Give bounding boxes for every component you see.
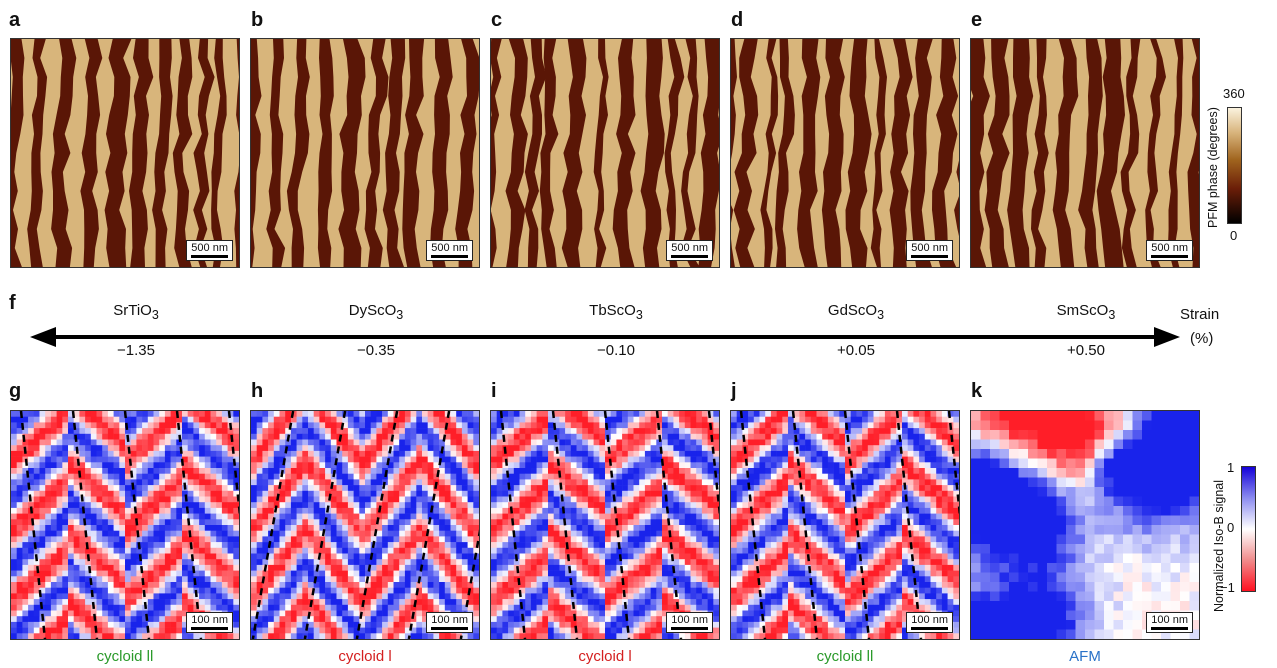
substrate-label: SrTiO3 bbox=[113, 302, 159, 322]
isob-image-h: 100 nm bbox=[250, 410, 480, 640]
isob-colorbar bbox=[1241, 466, 1256, 592]
scale-bar: 100 nm bbox=[426, 612, 473, 633]
scale-bar: 500 nm bbox=[1146, 240, 1193, 261]
caption-g: cycloid ll bbox=[96, 648, 154, 665]
phase-colorbar-title: PFM phase (degrees) bbox=[1206, 107, 1220, 228]
caption-j: cycloid ll bbox=[816, 648, 874, 665]
substrate-label: TbScO3 bbox=[589, 302, 643, 322]
phase-colorbar-min: 0 bbox=[1230, 228, 1238, 243]
scale-bar: 100 nm bbox=[1146, 612, 1193, 633]
strain-value: +0.50 bbox=[1067, 342, 1105, 359]
isob-image-j: 100 nm bbox=[730, 410, 960, 640]
panel-letter-h: h bbox=[251, 380, 264, 402]
substrate-label: SmScO3 bbox=[1056, 302, 1116, 322]
scale-bar: 500 nm bbox=[426, 240, 473, 261]
phase-colorbar-max: 360 bbox=[1223, 86, 1245, 101]
panel-letter-j: j bbox=[731, 380, 737, 402]
pfm-image-c: 500 nm bbox=[490, 38, 720, 268]
substrate-label: GdScO3 bbox=[827, 302, 885, 322]
strain-axis-unit: (%) bbox=[1190, 330, 1214, 347]
strain-axis-label: Strain bbox=[1180, 306, 1220, 323]
scale-bar: 100 nm bbox=[666, 612, 713, 633]
isob-image-k: 100 nm bbox=[970, 410, 1200, 640]
panel-letter-b: b bbox=[251, 9, 264, 31]
scale-bar: 100 nm bbox=[906, 612, 953, 633]
caption-i: cycloid l bbox=[578, 648, 632, 665]
pfm-image-d: 500 nm bbox=[730, 38, 960, 268]
panel-letter-k: k bbox=[971, 380, 983, 402]
scale-bar: 500 nm bbox=[186, 240, 233, 261]
isob-colorbar-tick-min: −1 bbox=[1220, 580, 1235, 595]
isob-image-i: 100 nm bbox=[490, 410, 720, 640]
isob-image-g: 100 nm bbox=[10, 410, 240, 640]
panel-letter-a: a bbox=[9, 9, 21, 31]
scale-bar: 500 nm bbox=[906, 240, 953, 261]
caption-h: cycloid l bbox=[338, 648, 392, 665]
isob-colorbar-tick-max: 1 bbox=[1227, 460, 1235, 475]
panel-letter-d: d bbox=[731, 9, 744, 31]
pfm-image-e: 500 nm bbox=[970, 38, 1200, 268]
strain-axis-arrow bbox=[30, 327, 1180, 347]
isob-colorbar-tick-zero: 0 bbox=[1227, 520, 1235, 535]
substrate-label: DyScO3 bbox=[348, 302, 404, 322]
panel-letter-f: f bbox=[9, 292, 16, 314]
pfm-image-b: 500 nm bbox=[250, 38, 480, 268]
scale-bar: 100 nm bbox=[186, 612, 233, 633]
panel-letter-c: c bbox=[491, 9, 503, 31]
caption-k: AFM bbox=[1069, 648, 1101, 665]
phase-colorbar bbox=[1227, 107, 1242, 224]
panel-letter-g: g bbox=[9, 380, 22, 402]
panel-letter-i: i bbox=[491, 380, 497, 402]
strain-value: −0.35 bbox=[357, 342, 395, 359]
isob-colorbar-title: Normalized Iso-B signal bbox=[1212, 480, 1226, 612]
strain-value: −1.35 bbox=[117, 342, 155, 359]
panel-letter-e: e bbox=[971, 9, 983, 31]
strain-value: −0.10 bbox=[597, 342, 635, 359]
scale-bar: 500 nm bbox=[666, 240, 713, 261]
pfm-image-a: 500 nm bbox=[10, 38, 240, 268]
strain-value: +0.05 bbox=[837, 342, 875, 359]
